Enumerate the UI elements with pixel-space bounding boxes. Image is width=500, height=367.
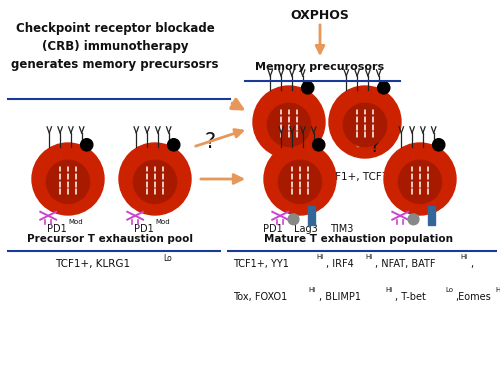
- Circle shape: [46, 160, 90, 203]
- Text: TCF1+, YY1: TCF1+, YY1: [233, 259, 289, 269]
- Text: Hi: Hi: [308, 287, 316, 293]
- Text: PD1: PD1: [47, 224, 67, 234]
- Circle shape: [408, 214, 419, 225]
- Text: Hi: Hi: [365, 254, 372, 260]
- Circle shape: [80, 139, 93, 151]
- Circle shape: [288, 214, 299, 225]
- Text: ,Eomes: ,Eomes: [455, 292, 491, 302]
- Circle shape: [253, 86, 325, 158]
- Text: Lag3: Lag3: [294, 224, 318, 234]
- Text: , T-bet: , T-bet: [395, 292, 426, 302]
- Text: Hi: Hi: [385, 287, 392, 293]
- Circle shape: [384, 143, 456, 215]
- Text: Checkpoint receptor blockade
(CRB) immunotherapy
generates memory precursosrs: Checkpoint receptor blockade (CRB) immun…: [11, 22, 219, 71]
- Circle shape: [344, 103, 386, 146]
- Text: Hi: Hi: [460, 254, 467, 260]
- Text: Tox, FOXO1: Tox, FOXO1: [233, 292, 287, 302]
- Circle shape: [168, 139, 180, 151]
- Text: Lo: Lo: [445, 287, 453, 293]
- Text: ,: ,: [470, 259, 473, 269]
- Text: ?: ?: [204, 132, 216, 152]
- Circle shape: [432, 139, 445, 151]
- Circle shape: [264, 143, 336, 215]
- Text: , NFAT, BATF: , NFAT, BATF: [375, 259, 436, 269]
- Bar: [308, 206, 315, 225]
- Circle shape: [134, 160, 176, 203]
- Text: Hi: Hi: [495, 287, 500, 293]
- Circle shape: [398, 160, 442, 203]
- Text: Precursor T exhaustion pool: Precursor T exhaustion pool: [27, 234, 193, 244]
- Circle shape: [278, 160, 322, 203]
- Circle shape: [32, 143, 104, 215]
- Text: , IRF4: , IRF4: [326, 259, 354, 269]
- Circle shape: [119, 143, 191, 215]
- Text: TIM3: TIM3: [330, 224, 353, 234]
- Circle shape: [329, 86, 401, 158]
- Text: Mod: Mod: [68, 219, 82, 225]
- Text: , BLIMP1: , BLIMP1: [319, 292, 361, 302]
- Text: LO: LO: [406, 167, 416, 176]
- Circle shape: [302, 82, 314, 94]
- Text: Lo: Lo: [163, 254, 172, 263]
- Circle shape: [312, 139, 325, 151]
- Text: PD1: PD1: [263, 224, 283, 234]
- Text: TCF1+, KLRG1: TCF1+, KLRG1: [55, 259, 130, 269]
- Text: ?: ?: [370, 138, 380, 156]
- Text: PD1: PD1: [134, 224, 154, 234]
- Bar: [428, 206, 435, 225]
- Text: Mature T exhaustion population: Mature T exhaustion population: [264, 234, 452, 244]
- Text: OXPHOS: OXPHOS: [290, 9, 350, 22]
- Text: FOXO1+, TCF1+, TCF7+, IRF4: FOXO1+, TCF1+, TCF7+, IRF4: [272, 172, 426, 182]
- Circle shape: [378, 82, 390, 94]
- Text: Mod: Mod: [155, 219, 170, 225]
- Text: Memory precurosors: Memory precurosors: [256, 62, 384, 72]
- Circle shape: [268, 103, 310, 146]
- Text: Hi: Hi: [316, 254, 323, 260]
